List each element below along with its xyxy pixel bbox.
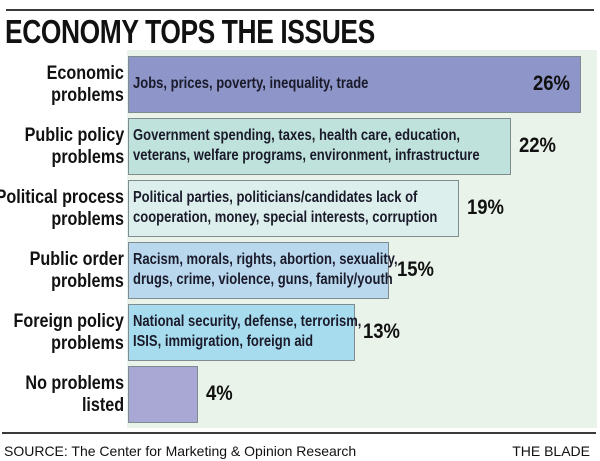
category-label-line: problems: [51, 332, 125, 354]
category-label-line: Public policy: [24, 124, 124, 146]
bar-description-line: Government spending, taxes, health care,…: [133, 127, 461, 144]
bar: [128, 366, 198, 423]
bar-description-line: drugs, crime, violence, guns, family/you…: [133, 271, 393, 288]
category-label-line: Public order: [29, 248, 124, 270]
value-label: 26%: [533, 71, 570, 95]
category-label: No problems listed: [25, 373, 124, 417]
category-label: Public policy problems: [24, 125, 124, 169]
bar-description: Racism, morals, rights, abortion, sexual…: [133, 250, 398, 290]
value-label: 15%: [397, 257, 435, 281]
bar: National security, defense, terrorism, IS…: [128, 304, 361, 361]
category-label: Public order problems: [30, 249, 124, 293]
category-label-line: problems: [51, 84, 125, 106]
category-label-line: Political process: [0, 186, 124, 208]
category-label-line: problems: [51, 208, 124, 230]
top-rule: [6, 9, 594, 11]
bar-description-line: Political parties, politicians/candidate…: [133, 189, 418, 206]
category-label: Foreign policy problems: [14, 311, 124, 355]
bar-description-line: National security, defense, terrorism,: [133, 313, 362, 330]
bar: Political parties, politicians/candidate…: [128, 180, 460, 237]
bar-description: Political parties, politicians/candidate…: [133, 188, 437, 228]
chart-title: ECONOMY TOPS THE ISSUES: [5, 13, 375, 50]
bar-description-line: veterans, welfare programs, environment,…: [133, 147, 480, 164]
category-label-line: Economic: [46, 62, 124, 84]
bar-description: Jobs, prices, poverty, inequality, trade: [133, 74, 368, 94]
bar-description-line: Jobs, prices, poverty, inequality, trade: [133, 75, 369, 92]
category-label-line: Foreign policy: [13, 310, 124, 332]
publisher-credit: THE BLADE: [512, 443, 590, 459]
value-label: 19%: [467, 195, 505, 219]
bottom-rule: [2, 432, 596, 434]
value-label: 22%: [519, 133, 557, 157]
category-label: Economic problems: [47, 63, 124, 107]
value-label: 4%: [205, 381, 233, 405]
category-label-line: problems: [51, 270, 124, 292]
bar: Government spending, taxes, health care,…: [128, 118, 512, 175]
bar: Racism, morals, rights, abortion, sexual…: [128, 242, 398, 299]
source-note: SOURCE: The Center for Marketing & Opini…: [4, 443, 357, 459]
category-label-line: No problems: [25, 372, 124, 394]
bar: Jobs, prices, poverty, inequality, trade: [128, 56, 581, 113]
value-label: 13%: [362, 319, 400, 343]
category-label: Political process problems: [0, 187, 124, 231]
bar-description-line: Racism, morals, rights, abortion, sexual…: [133, 251, 398, 268]
bar-description-line: cooperation, money, special interests, c…: [133, 209, 438, 226]
category-label-line: problems: [51, 146, 124, 168]
bar-description-line: ISIS, immigration, foreign aid: [133, 333, 314, 350]
chart-panel: [127, 50, 597, 428]
bar-description: Government spending, taxes, health care,…: [133, 126, 480, 166]
bar-description: National security, defense, terrorism, IS…: [133, 312, 361, 352]
category-label-line: listed: [81, 394, 124, 416]
